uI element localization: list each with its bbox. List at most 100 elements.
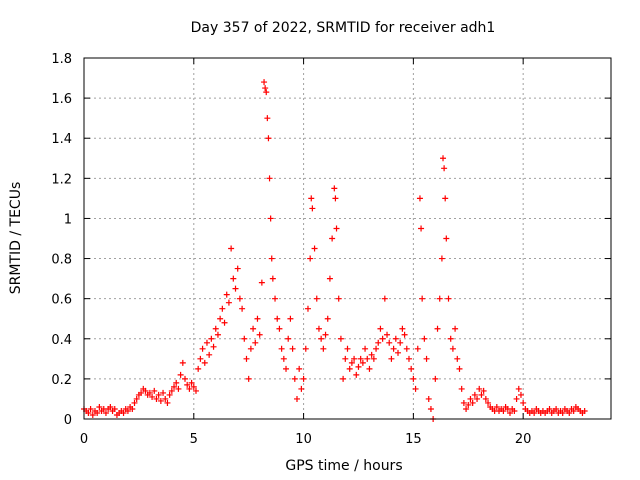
- data-point: [493, 403, 500, 410]
- y-tick-label: 1.6: [51, 92, 72, 107]
- data-point: [120, 409, 127, 416]
- data-point: [440, 155, 447, 162]
- data-point: [434, 325, 441, 332]
- data-point: [274, 315, 281, 322]
- data-point: [419, 295, 426, 302]
- data-point: [315, 325, 322, 332]
- data-point: [553, 405, 560, 412]
- plot-frame: [83, 57, 612, 420]
- data-point: [395, 349, 402, 356]
- data-point: [366, 365, 373, 372]
- data-point: [467, 395, 474, 402]
- data-point: [223, 291, 230, 298]
- data-point: [230, 275, 237, 282]
- data-point: [441, 165, 448, 172]
- data-point: [355, 363, 362, 370]
- data-point: [199, 345, 206, 352]
- data-point: [236, 295, 243, 302]
- data-point: [283, 365, 290, 372]
- data-point: [262, 85, 269, 92]
- data-point: [289, 345, 296, 352]
- y-axis-label: SRMTID / TECUs: [8, 182, 24, 295]
- data-point: [179, 359, 186, 366]
- axis-ticks: [83, 57, 611, 420]
- data-point: [436, 295, 443, 302]
- chart-title: Day 357 of 2022, SRMTID for receiver adh…: [191, 20, 496, 36]
- data-points: [81, 79, 588, 422]
- data-point: [168, 387, 175, 394]
- data-point: [107, 403, 114, 410]
- data-point: [203, 339, 210, 346]
- data-point: [515, 385, 522, 392]
- data-point: [381, 295, 388, 302]
- data-point: [427, 405, 434, 412]
- data-point: [280, 355, 287, 362]
- data-point: [206, 351, 213, 358]
- data-point: [210, 343, 217, 350]
- data-point: [566, 409, 573, 416]
- data-point: [442, 195, 449, 202]
- data-point: [221, 319, 228, 326]
- data-point: [175, 385, 182, 392]
- data-point: [403, 345, 410, 352]
- data-point: [401, 331, 408, 338]
- data-point: [452, 325, 459, 332]
- data-point: [208, 335, 215, 342]
- data-point: [96, 403, 103, 410]
- data-point: [423, 355, 430, 362]
- data-point: [517, 391, 524, 398]
- y-tick-label: 1.2: [51, 172, 72, 187]
- data-point: [392, 335, 399, 342]
- data-point: [348, 359, 355, 366]
- data-point: [276, 325, 283, 332]
- data-point: [449, 345, 456, 352]
- x-tick-labels: 0 5 10 15 20: [80, 432, 532, 447]
- data-point: [474, 395, 481, 402]
- data-point: [432, 375, 439, 382]
- data-point: [217, 315, 224, 322]
- data-point: [335, 295, 342, 302]
- data-point: [266, 175, 273, 182]
- data-point: [300, 375, 307, 382]
- data-point: [142, 387, 149, 394]
- data-point: [471, 391, 478, 398]
- data-point: [192, 387, 199, 394]
- data-point: [239, 305, 246, 312]
- data-point: [337, 335, 344, 342]
- data-point: [89, 411, 96, 418]
- data-point: [243, 355, 250, 362]
- data-point: [153, 395, 160, 402]
- data-point: [410, 375, 417, 382]
- data-point: [272, 295, 279, 302]
- data-point: [190, 383, 197, 390]
- data-point: [212, 325, 219, 332]
- data-point: [157, 397, 164, 404]
- data-point: [94, 409, 101, 416]
- data-point: [478, 391, 485, 398]
- x-tick-label: 10: [295, 432, 312, 447]
- data-point: [162, 395, 169, 402]
- data-point: [500, 407, 507, 414]
- data-point: [214, 331, 221, 338]
- data-point: [250, 325, 257, 332]
- data-point: [482, 395, 489, 402]
- data-point: [164, 399, 171, 406]
- data-point: [269, 275, 276, 282]
- data-point: [308, 195, 315, 202]
- data-point: [287, 315, 294, 322]
- data-point: [124, 407, 131, 414]
- data-point: [149, 393, 156, 400]
- data-point: [318, 335, 325, 342]
- data-point: [268, 255, 275, 262]
- data-point: [296, 365, 303, 372]
- data-point: [414, 345, 421, 352]
- data-point: [146, 389, 153, 396]
- grid: [84, 58, 611, 419]
- data-point: [384, 331, 391, 338]
- data-point: [241, 335, 248, 342]
- data-point: [160, 389, 167, 396]
- data-point: [465, 401, 472, 408]
- data-point: [353, 371, 360, 378]
- data-point: [399, 325, 406, 332]
- data-point: [87, 405, 94, 412]
